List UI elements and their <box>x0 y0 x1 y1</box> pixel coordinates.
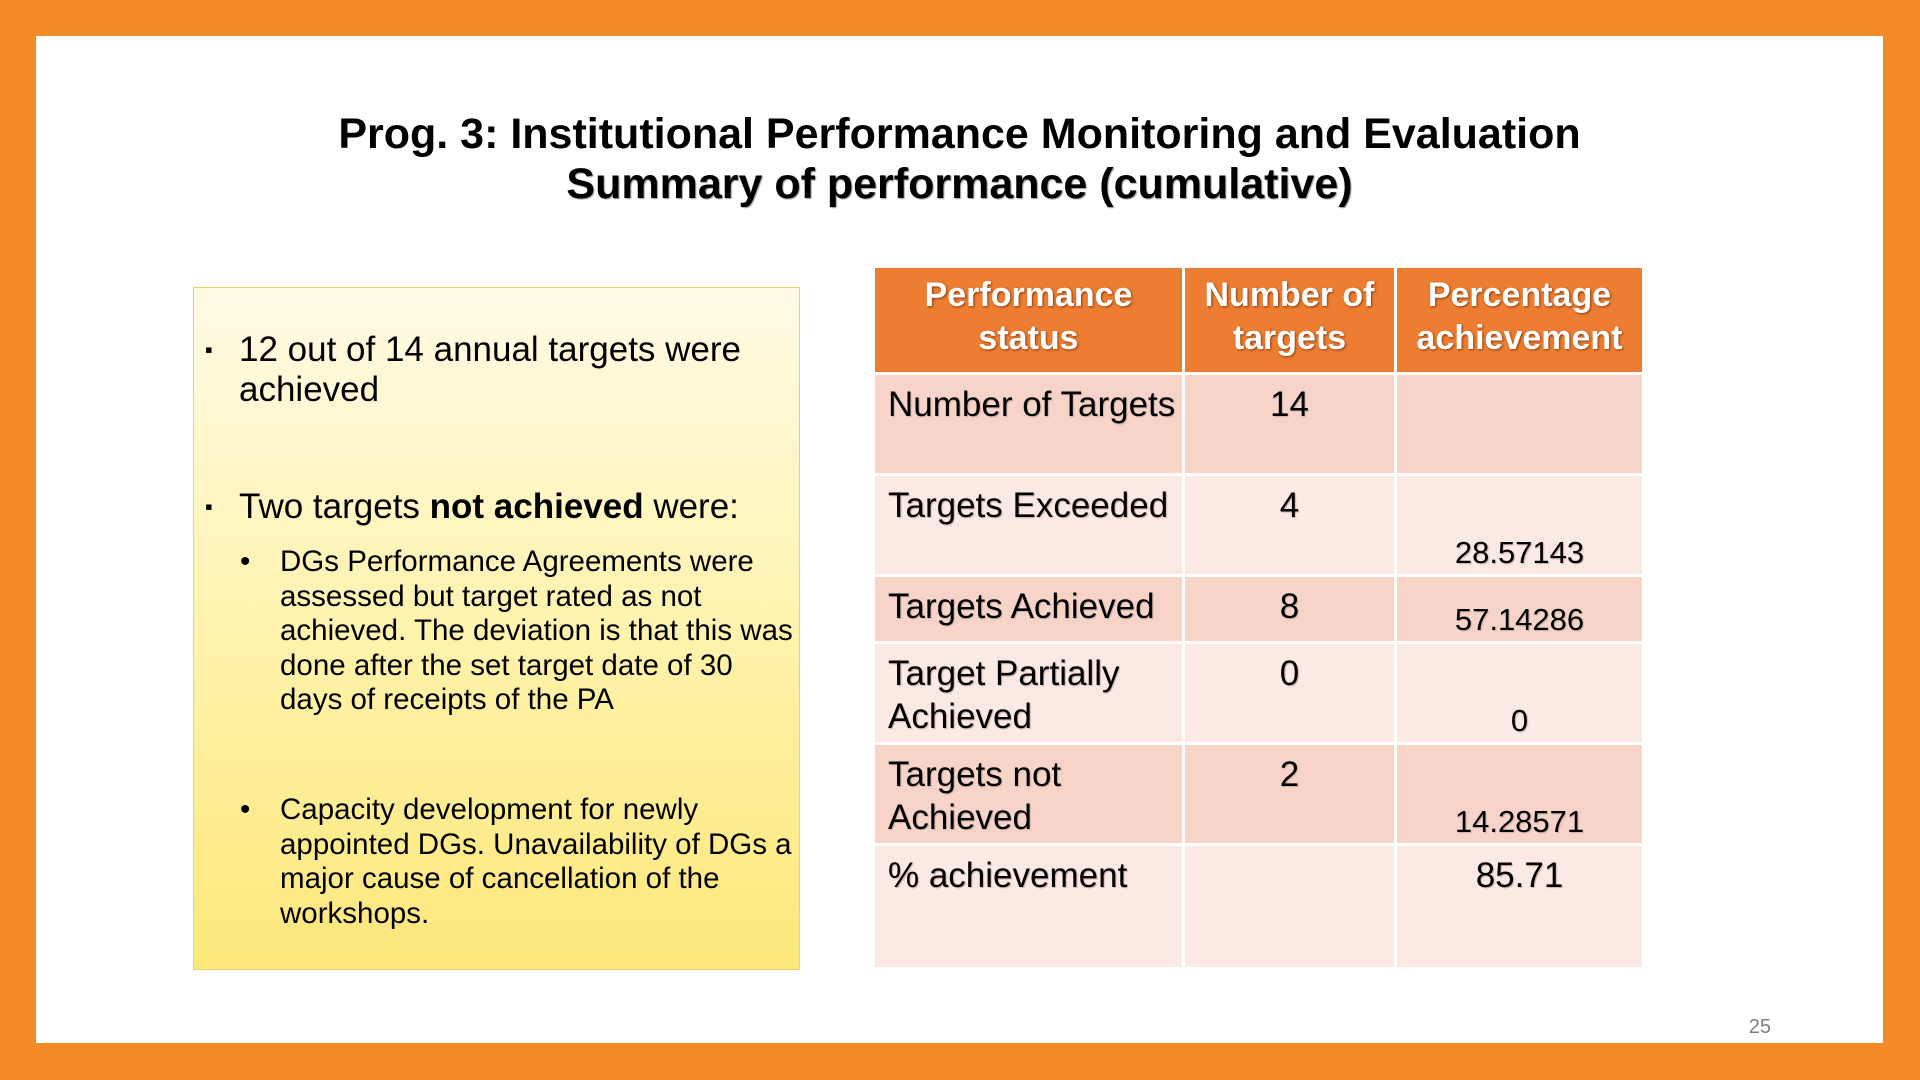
sub-bullet-text: Capacity development for newly appointed… <box>280 793 792 930</box>
cell-count: 0 <box>1182 641 1397 745</box>
square-bullet-icon: ▪ <box>205 337 213 362</box>
cell-percent: 0 <box>1394 641 1645 745</box>
bullet-targets-achieved: ▪ 12 out of 14 annual targets were achie… <box>205 330 779 410</box>
table-header-row: Performance status Number of targets Per… <box>872 265 1645 375</box>
cell-status: Target Partially Achieved <box>872 641 1185 745</box>
header-percentage-achievement: Percentage achievement <box>1394 265 1645 375</box>
sub-bullet-capacity-development: • Capacity development for newly appoint… <box>240 793 800 931</box>
round-bullet-icon: • <box>240 793 251 826</box>
header-number-of-targets: Number of targets <box>1182 265 1397 375</box>
bullet-text-bold: not achieved <box>429 487 644 526</box>
bullet-text: 12 out of 14 annual targets were achieve… <box>239 330 742 409</box>
header-performance-status: Performance status <box>872 265 1185 375</box>
round-bullet-icon: • <box>240 545 251 578</box>
table-row: Targets not Achieved 2 14.28571 <box>872 742 1645 846</box>
slide-title: Prog. 3: Institutional Performance Monit… <box>36 109 1883 209</box>
cell-count: 8 <box>1182 574 1397 644</box>
cell-count <box>1182 843 1397 970</box>
title-line-1: Prog. 3: Institutional Performance Monit… <box>338 110 1581 158</box>
cell-status: Targets not Achieved <box>872 742 1185 846</box>
bullet-targets-not-achieved: ▪ Two targets not achieved were: <box>205 487 779 527</box>
table-row: Targets Exceeded 4 28.57143 <box>872 473 1645 577</box>
cell-percent: 85.71 <box>1394 843 1645 970</box>
cell-percent: 14.28571 <box>1394 742 1645 846</box>
cell-status: Number of Targets <box>872 372 1185 476</box>
performance-table: Performance status Number of targets Per… <box>872 265 1645 970</box>
page-number: 25 <box>1748 1016 1771 1038</box>
sub-bullet-text: DGs Performance Agreements were assessed… <box>280 545 793 716</box>
bullet-text-prefix: Two targets <box>239 487 430 526</box>
table-row: Targets Achieved 8 57.14286 <box>872 574 1645 644</box>
sub-bullet-performance-agreements: • DGs Performance Agreements were assess… <box>240 545 800 718</box>
table-row: Target Partially Achieved 0 0 <box>872 641 1645 745</box>
summary-textbox: ▪ 12 out of 14 annual targets were achie… <box>193 287 800 970</box>
table-row: Number of Targets 14 <box>872 372 1645 476</box>
cell-percent: 28.57143 <box>1394 473 1645 577</box>
cell-status: Targets Achieved <box>872 574 1185 644</box>
square-bullet-icon: ▪ <box>205 494 213 519</box>
title-line-2: Summary of performance (cumulative) <box>566 160 1353 208</box>
cell-count: 14 <box>1182 372 1397 476</box>
cell-percent: 57.14286 <box>1394 574 1645 644</box>
cell-count: 2 <box>1182 742 1397 846</box>
cell-status: Targets Exceeded <box>872 473 1185 577</box>
table-row: % achievement 85.71 <box>872 843 1645 970</box>
slide: Prog. 3: Institutional Performance Monit… <box>36 36 1883 1043</box>
cell-count: 4 <box>1182 473 1397 577</box>
cell-status: % achievement <box>872 843 1185 970</box>
cell-percent <box>1394 372 1645 476</box>
bullet-text-suffix: were: <box>643 487 739 526</box>
